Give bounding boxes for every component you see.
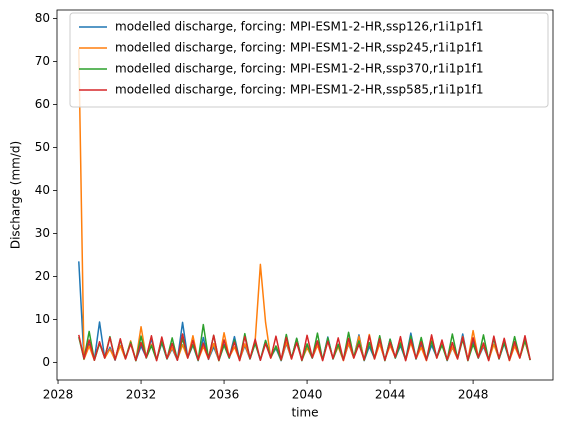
x-tick-label: 2040 <box>292 388 323 402</box>
y-tick-label: 80 <box>35 11 50 25</box>
series-line <box>78 333 531 362</box>
legend-label: modelled discharge, forcing: MPI-ESM1-2-… <box>115 83 483 97</box>
x-tick-label: 2032 <box>126 388 157 402</box>
legend-label: modelled discharge, forcing: MPI-ESM1-2-… <box>115 20 483 34</box>
y-tick-label: 0 <box>42 355 50 369</box>
legend-label: modelled discharge, forcing: MPI-ESM1-2-… <box>115 62 483 76</box>
y-tick-label: 10 <box>35 312 50 326</box>
x-axis-label: time <box>291 406 318 420</box>
y-tick-label: 60 <box>35 97 50 111</box>
plot-frame <box>56 9 554 381</box>
y-tick-label: 30 <box>35 226 50 240</box>
legend-box <box>69 12 549 108</box>
y-tick-label: 40 <box>35 183 50 197</box>
y-tick-label: 20 <box>35 269 50 283</box>
x-tick-label: 2044 <box>375 388 406 402</box>
y-axis-label: Discharge (mm/d) <box>9 141 23 249</box>
y-tick-label: 70 <box>35 54 50 68</box>
y-tick-label: 50 <box>35 140 50 154</box>
legend-label: modelled discharge, forcing: MPI-ESM1-2-… <box>115 41 483 55</box>
x-tick-label: 2028 <box>43 388 74 402</box>
x-tick-label: 2048 <box>458 388 489 402</box>
series-line <box>78 323 531 362</box>
x-tick-label: 2036 <box>209 388 240 402</box>
